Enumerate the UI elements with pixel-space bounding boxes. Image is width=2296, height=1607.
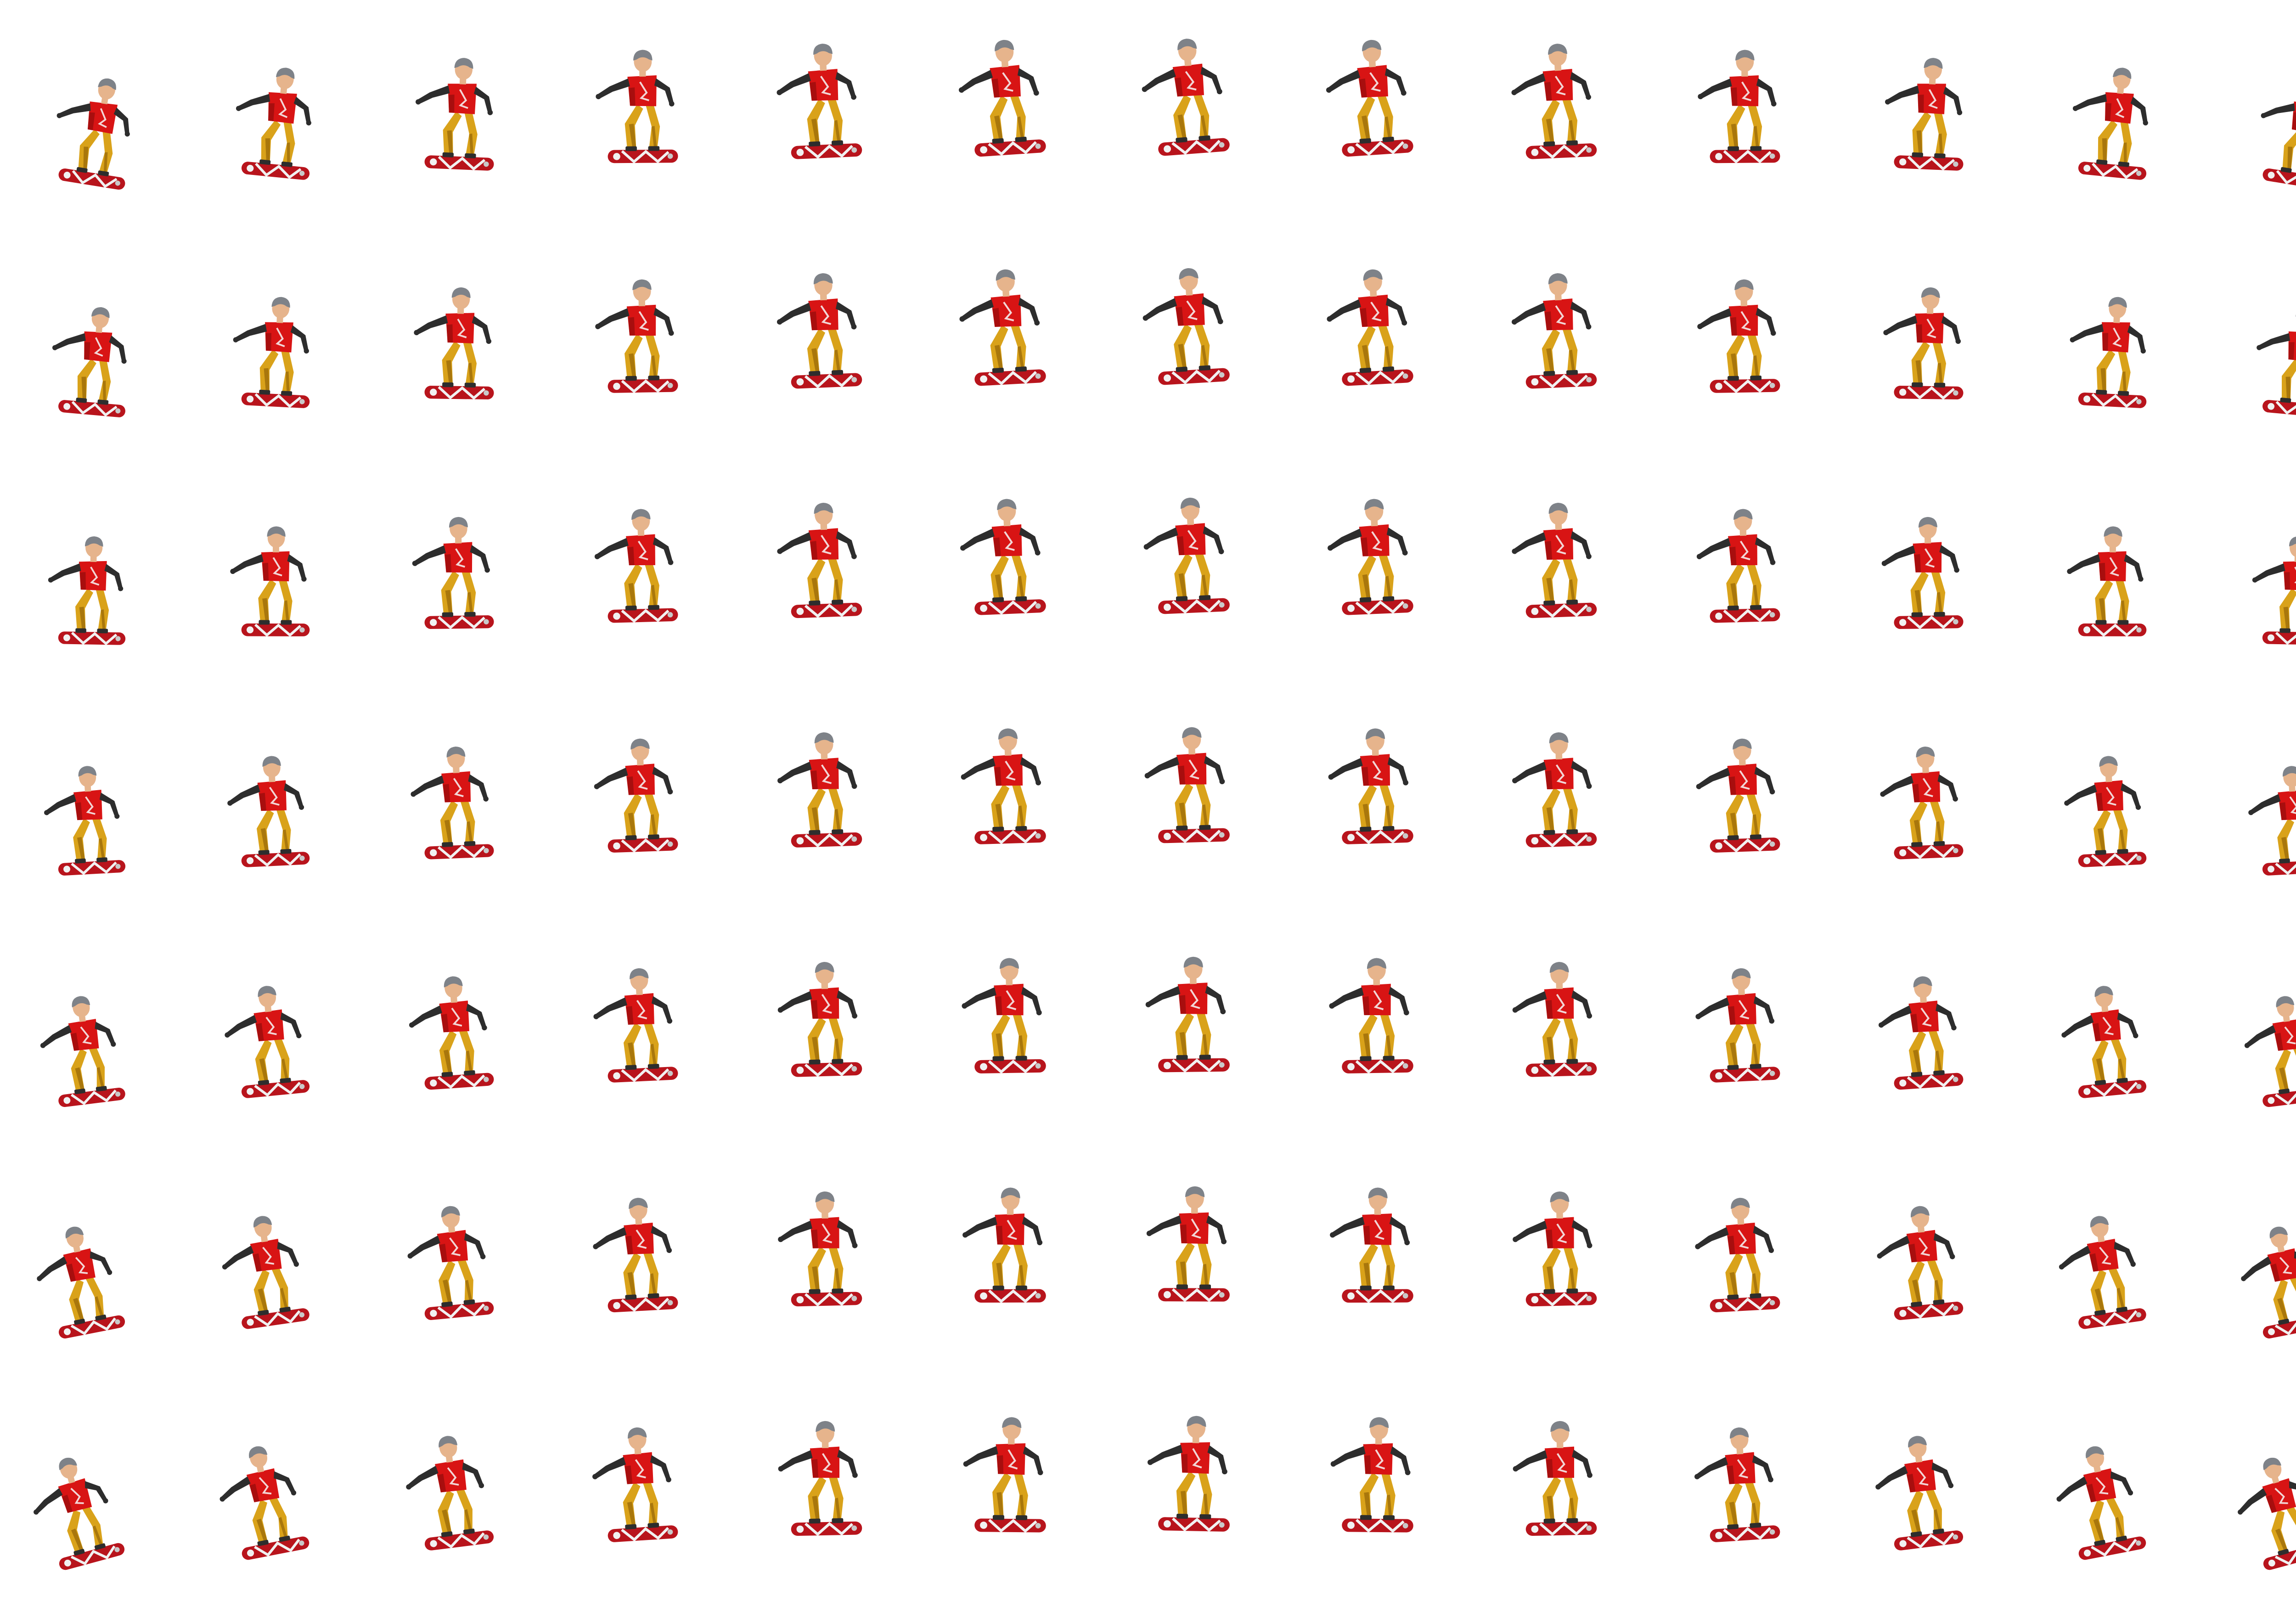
sprite-frame: [1501, 36, 1606, 167]
sprite-frame: [197, 40, 352, 204]
sprite-frame: [403, 1203, 494, 1322]
sprite-frame: [1306, 26, 1430, 170]
sprite-frame: [593, 48, 680, 165]
sprite-frame: [21, 1448, 128, 1575]
sprite-frame: [2039, 275, 2180, 429]
sprite-frame: [1504, 956, 1604, 1082]
sprite-frame: [1138, 1180, 1238, 1308]
sprite-frame: [1875, 743, 1966, 862]
sprite-frame: [1325, 1413, 1419, 1536]
sprite-frame: [1866, 1429, 1968, 1556]
sprite-frame: [1695, 508, 1780, 624]
sprite-frame: [1864, 43, 1986, 184]
sprite-frame: [1871, 510, 1973, 636]
sprite-frame: [1134, 949, 1240, 1080]
sprite-frame: [769, 726, 870, 854]
sprite-frame: [31, 989, 130, 1112]
sprite-frame: [208, 510, 332, 653]
sprite-frame: [595, 279, 678, 393]
sprite-frame: [1312, 488, 1426, 625]
sprite-frame: [1868, 276, 1980, 410]
sprite-frame: [208, 1438, 313, 1565]
sprite-frame: [1875, 974, 1964, 1091]
sprite-frame: [587, 1193, 682, 1316]
sprite-frame: [22, 750, 146, 891]
sprite-frame: [1142, 1412, 1236, 1534]
sprite-frame: [2226, 750, 2296, 891]
sprite-frame: [1687, 1422, 1785, 1547]
sprite-frame: [220, 983, 310, 1100]
sprite-frame: [1319, 950, 1423, 1080]
sprite-frame: [202, 275, 343, 429]
sprite-frame: [951, 950, 1056, 1080]
sprite-frame: [768, 496, 870, 624]
sprite-frame: [402, 510, 504, 636]
sprite-frame: [2045, 1438, 2150, 1565]
sprite-frame: [771, 1186, 868, 1311]
sprite-frame: [589, 965, 681, 1085]
sprite-frame: [2218, 511, 2296, 669]
sprite-frames: [6, 22, 2296, 1575]
sprite-frame: [2232, 1219, 2296, 1343]
sprite-frame: [593, 508, 678, 624]
sprite-frame: [585, 1422, 683, 1547]
sprite-frame: [939, 26, 1063, 170]
sprite-frame: [942, 257, 1061, 397]
sprite-frame: [2235, 989, 2296, 1112]
sprite-frame: [1505, 1186, 1603, 1311]
sprite-frame: [406, 743, 497, 862]
sprite-frame: [1123, 254, 1247, 398]
sprite-frame: [592, 737, 679, 854]
sprite-frame: [2052, 1211, 2147, 1332]
sprite-frame: [1127, 485, 1245, 625]
sprite-frame: [1507, 1416, 1603, 1540]
sprite-frame: [6, 42, 182, 220]
sprite-frame: [14, 511, 160, 669]
sprite-frame: [1694, 737, 1781, 854]
sprite-frame: [945, 488, 1059, 625]
sprite-frame: [2212, 275, 2296, 446]
sprite-frame: [766, 36, 872, 167]
sprite-frame: [2034, 40, 2189, 204]
sprite-frame: [955, 1182, 1054, 1309]
sprite-frame: [1697, 279, 1780, 393]
sprite-frame: [8, 275, 173, 446]
sprite-frame: [1691, 965, 1783, 1085]
sprite-frame: [1322, 1182, 1421, 1309]
sprite-frame: [1695, 48, 1782, 165]
sprite-frame: [2050, 746, 2158, 877]
sprite-frame: [1316, 719, 1425, 853]
sprite-frame: [1503, 496, 1605, 624]
sprite-frame: [958, 1413, 1052, 1536]
sprite-frame: [770, 956, 869, 1082]
sprite-frame: [2225, 1448, 2296, 1575]
sprite-frame: [28, 1219, 127, 1343]
sprite-frame: [214, 746, 321, 877]
sprite-frame: [1502, 266, 1605, 395]
sprite-frame: [398, 276, 510, 410]
sprite-frame: [1131, 717, 1243, 853]
sprite-frame: [2210, 42, 2296, 220]
sprite-frame: [394, 43, 516, 184]
sprite-frame: [1689, 1193, 1784, 1316]
sprite-frame: [2044, 510, 2169, 653]
sprite-frame: [2057, 983, 2147, 1100]
sprite-frame: [948, 719, 1058, 853]
sprite-frame: [772, 1416, 868, 1540]
sprite-frame: [767, 266, 871, 395]
sprite-frame: [1310, 257, 1429, 397]
sprite-frame: [406, 974, 495, 1091]
sprite-frame: [1503, 726, 1604, 854]
sprite-frame: [397, 1429, 498, 1556]
sprite-frame: [215, 1211, 310, 1332]
sprite-frame: [1120, 22, 1249, 171]
sprite-frame: [1873, 1203, 1964, 1322]
